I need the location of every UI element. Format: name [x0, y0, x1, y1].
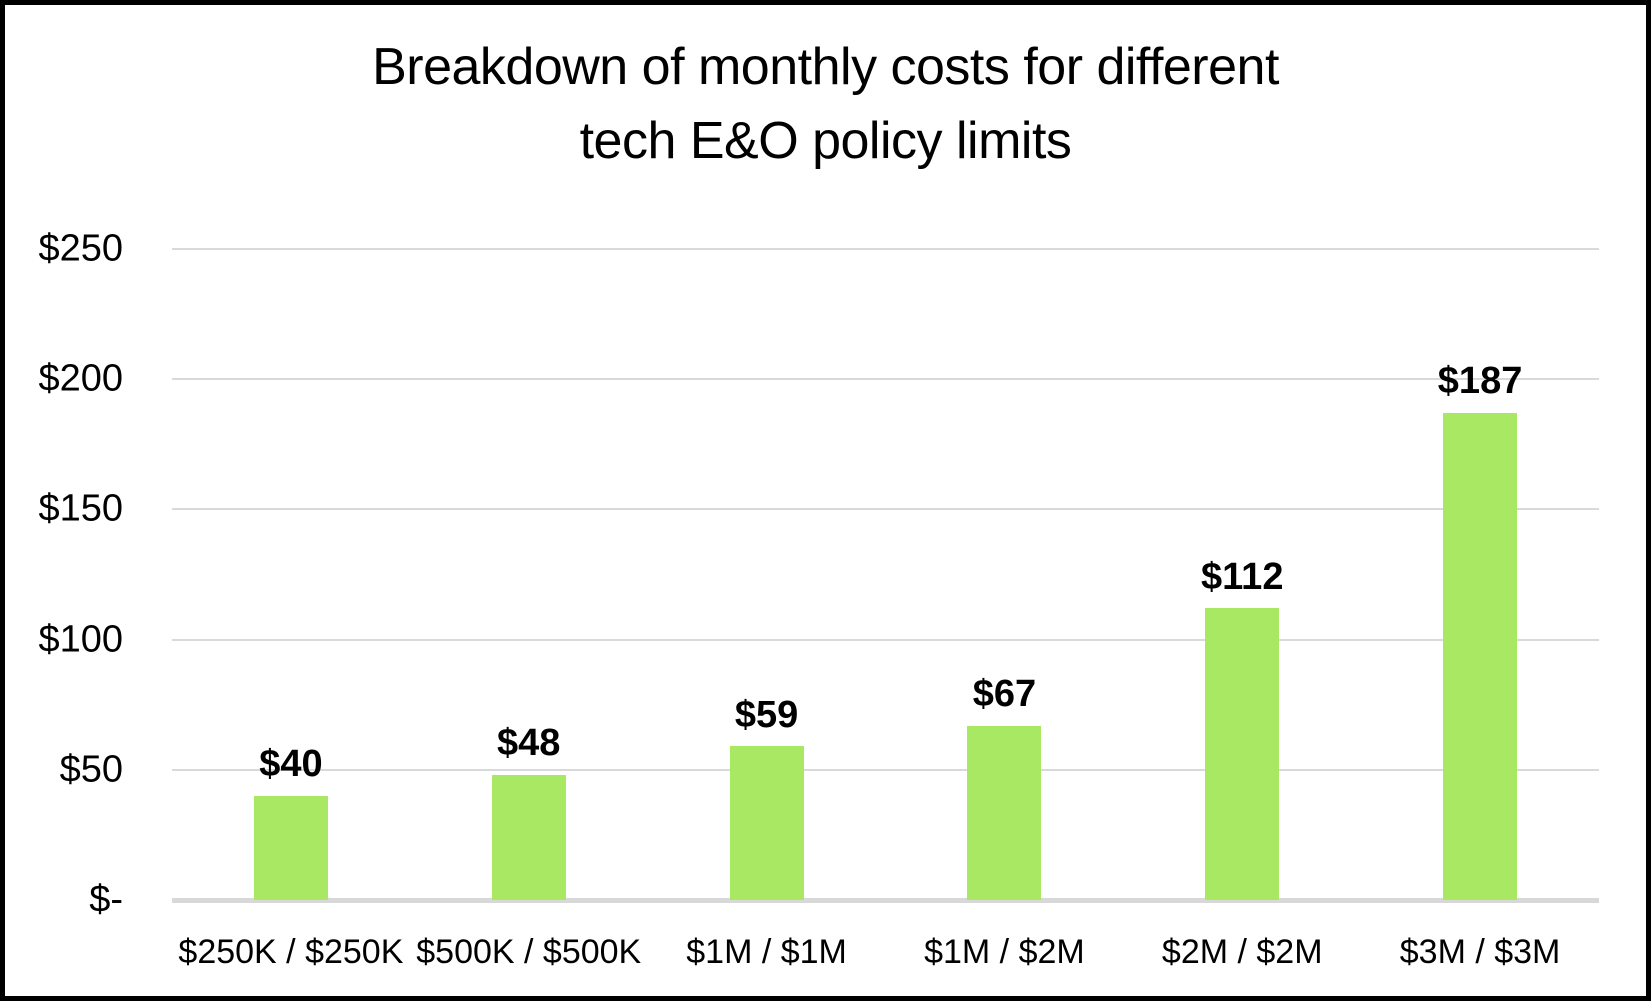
- chart-title-line-2: tech E&O policy limits: [579, 112, 1072, 170]
- y-tick-label: $50: [59, 748, 123, 791]
- x-tick-label: $2M / $2M: [1161, 933, 1323, 971]
- y-tick-label: $150: [38, 487, 123, 530]
- gridline: [172, 508, 1599, 511]
- x-tick-label: $1M / $2M: [924, 933, 1085, 971]
- chart-title: Breakdown of monthly costs for different…: [5, 30, 1646, 178]
- bar-value-label: $48: [497, 722, 561, 765]
- bar: [729, 746, 804, 900]
- bar: [491, 775, 566, 900]
- bar-value-label: $59: [734, 693, 799, 736]
- bar: [1443, 413, 1518, 900]
- bar-value-label: $67: [972, 672, 1037, 715]
- bar-value-label: $40: [259, 743, 323, 786]
- y-tick-label: $250: [38, 227, 123, 270]
- x-axis-line: [172, 898, 1599, 903]
- bar: [253, 795, 328, 900]
- bar: [967, 725, 1042, 900]
- x-tick-label: $500K / $500K: [416, 933, 642, 971]
- gridline: [172, 768, 1599, 771]
- y-tick-label: $200: [38, 357, 123, 400]
- plot-area: $250 $200 $150 $100 $50 $- $40 $250K / $250K $48…: [5, 5, 1646, 996]
- y-tick-label: $100: [38, 618, 123, 661]
- x-tick-label: $3M / $3M: [1399, 933, 1561, 971]
- gridline: [172, 378, 1599, 381]
- bar: [1205, 608, 1280, 900]
- y-tick-label: $-: [89, 878, 123, 921]
- gridline: [172, 638, 1599, 641]
- x-tick-label: $1M / $1M: [686, 933, 847, 971]
- gridline: [172, 248, 1599, 250]
- bar-value-label: $187: [1437, 360, 1523, 403]
- x-tick-label: $250K / $250K: [178, 933, 404, 971]
- bar-value-label: $112: [1201, 555, 1284, 598]
- chart-title-line-1: Breakdown of monthly costs for different: [372, 38, 1279, 96]
